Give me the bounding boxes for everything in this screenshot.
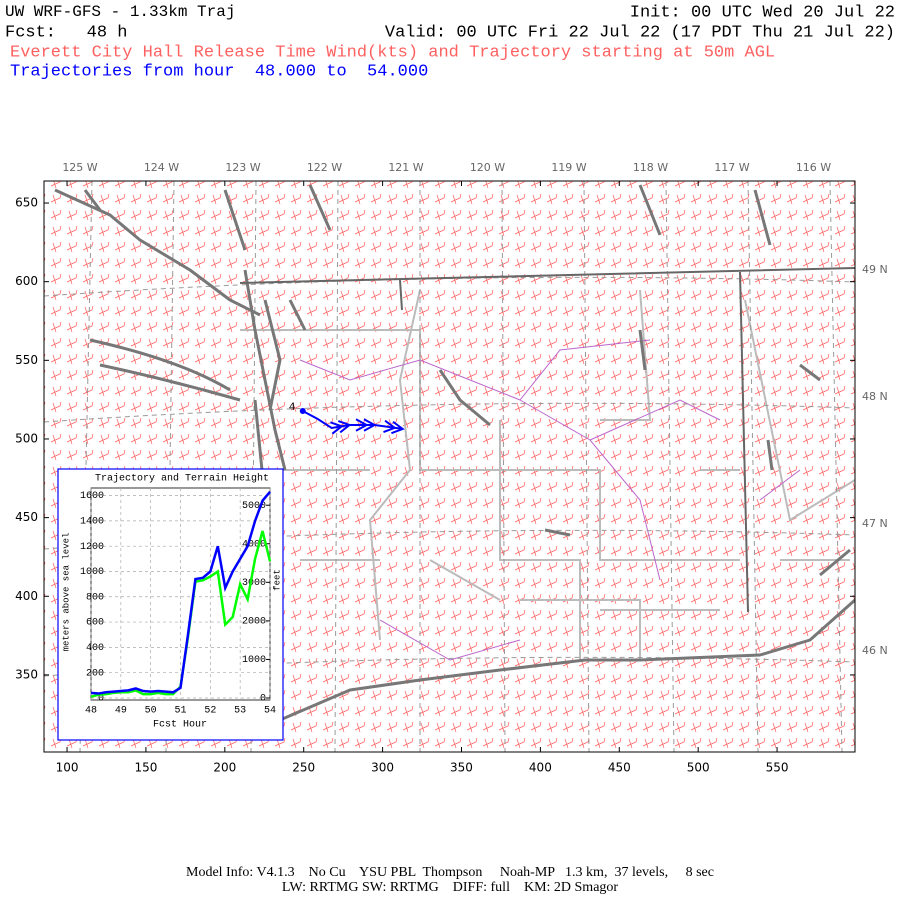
- y-tick-label: 1000: [80, 567, 104, 578]
- x-tick-label: 100: [56, 761, 79, 775]
- longitude-label: 116 W: [796, 161, 831, 174]
- x-tick-label: 500: [687, 761, 710, 775]
- x-tick-label: 52: [204, 706, 216, 717]
- line: [90, 490, 271, 695]
- longitude-label: 125 W: [62, 161, 97, 174]
- trajectory-label: 4: [289, 402, 296, 414]
- y2-tick-label: 3000: [242, 578, 266, 589]
- longitude-label: 119 W: [551, 161, 586, 174]
- release-info: Everett City Hall Release Time Wind(kts)…: [10, 43, 775, 62]
- y-tick-label: 1600: [80, 491, 104, 502]
- y-tick-label: 500: [15, 431, 38, 445]
- longitude-label: 117 W: [714, 161, 749, 174]
- x-tick-label: 550: [766, 761, 789, 775]
- model-physics: LW: RRTMG SW: RRTMG DIFF: full KM: 2D Sm…: [282, 880, 618, 895]
- rivers: [299, 339, 801, 661]
- trajectory-arrowhead: [337, 420, 352, 434]
- latitude-label: 48 N: [862, 390, 888, 403]
- longitude-label: 123 W: [225, 161, 260, 174]
- longitude-label: 122 W: [307, 161, 342, 174]
- longitude-label: 118 W: [633, 161, 668, 174]
- y-tick-label: 600: [86, 618, 104, 629]
- trajectory-range: Trajectories from hour 48.000 to 54.000: [10, 62, 428, 81]
- y-tick-label: 450: [15, 510, 38, 524]
- x-tick-label: 150: [134, 761, 157, 775]
- y-tick-label: 1400: [80, 517, 104, 528]
- valid-time: Valid: 00 UTC Fri 22 Jul 22 (17 PDT Thu …: [385, 23, 895, 42]
- x-tick-label: 50: [145, 706, 157, 717]
- x-axis-label: Fcst Hour: [153, 720, 207, 731]
- borders: [239, 267, 855, 613]
- latitude-label: 46 N: [862, 644, 888, 657]
- x-tick-label: 54: [264, 706, 276, 717]
- trajectory-arrowhead: [363, 418, 377, 432]
- y2-tick-label: 4000: [242, 539, 266, 550]
- y-tick-label: 650: [15, 196, 38, 210]
- y2-tick-label: 2000: [242, 617, 266, 628]
- map-frame: [43, 180, 856, 753]
- x-tick-label: 49: [115, 706, 127, 717]
- latitude-label: 47 N: [862, 517, 888, 530]
- forecast-hour: Fcst: 48 h: [5, 23, 127, 42]
- title: UW WRF-GFS - 1.33km Traj: [5, 3, 235, 21]
- y-tick-label: 350: [15, 667, 38, 681]
- longitude-label: 121 W: [388, 161, 423, 174]
- x-tick-label: 300: [371, 761, 394, 775]
- y-tick-label: 800: [86, 592, 104, 603]
- y2-tick-label: 0: [260, 694, 266, 705]
- trajectory-arrowhead: [391, 420, 405, 435]
- y-tick-label: 0: [98, 694, 104, 705]
- x-tick-label: 350: [450, 761, 473, 775]
- longitude-label: 120 W: [470, 161, 505, 174]
- trajectory-start: [299, 407, 306, 414]
- trajectory-arrowhead: [355, 418, 369, 432]
- trajectory-arrowhead: [383, 419, 397, 433]
- init-time: Init: 00 UTC Wed 20 Jul 22: [630, 3, 895, 22]
- x-tick-label: 250: [292, 761, 315, 775]
- y2-axis-label: feet: [272, 569, 282, 591]
- y-tick-label: 1200: [80, 542, 104, 553]
- y-tick-label: 200: [86, 668, 104, 679]
- y-tick-label: 400: [86, 643, 104, 654]
- y-tick-label: 550: [15, 353, 38, 367]
- y-tick-label: 600: [15, 274, 38, 288]
- longitude-label: 124 W: [144, 161, 179, 174]
- y-tick-label: 400: [15, 589, 38, 603]
- x-tick-label: 48: [85, 706, 97, 717]
- y2-tick-label: 5000: [242, 501, 266, 512]
- x-tick-label: 400: [529, 761, 552, 775]
- x-tick-label: 450: [608, 761, 631, 775]
- y-axis-label: meters above sea level: [61, 533, 71, 652]
- coastlines: [54, 184, 855, 722]
- y2-tick-label: 1000: [242, 655, 266, 666]
- trajectory-arrowhead: [330, 421, 344, 435]
- x-tick-label: 200: [213, 761, 236, 775]
- inset-title: Trajectory and Terrain Height: [95, 473, 269, 485]
- x-tick-label: 53: [234, 706, 246, 717]
- latitude-label: 49 N: [862, 263, 888, 276]
- x-tick-label: 51: [174, 706, 186, 717]
- model-info: Model Info: V4.1.3 No Cu YSU PBL Thompso…: [186, 865, 714, 880]
